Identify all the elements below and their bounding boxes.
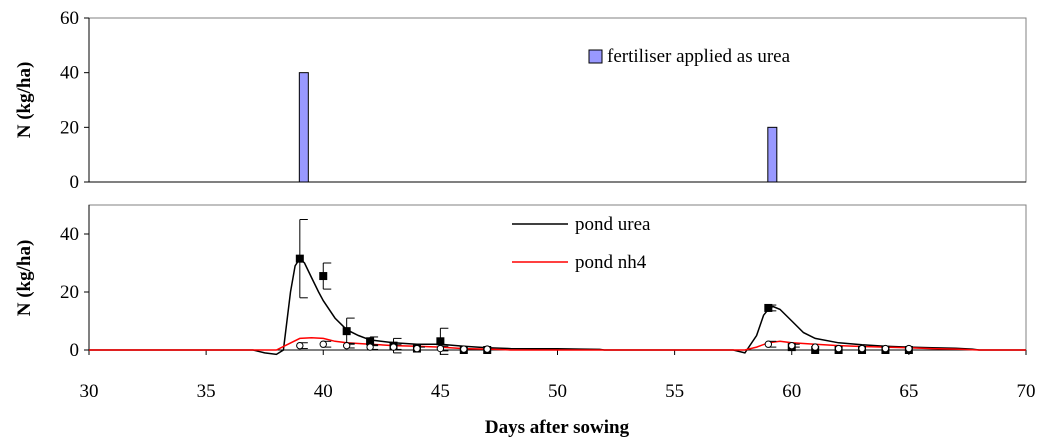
top-y-tick-label: 40 [60, 63, 79, 84]
x-tick-label: 60 [782, 381, 801, 402]
top-legend-label: fertiliser applied as urea [607, 46, 791, 67]
urea-observation-marker [436, 337, 445, 346]
nh4-observation-marker [811, 343, 819, 351]
x-tick-label: 50 [548, 381, 567, 402]
bottom-y-axis-title: N (kg/ha) [14, 240, 35, 317]
top-y-axis-ticks: 0 20 40 60 [60, 8, 1026, 193]
nh4-observation-marker [366, 343, 374, 351]
urea-observation-marker [319, 272, 328, 281]
bottom-y-tick-label: 20 [60, 282, 79, 303]
nh4-observation-marker [834, 344, 843, 353]
x-axis-title: Days after sowing [485, 417, 630, 438]
top-y-axis-title: N (kg/ha) [14, 62, 35, 139]
top-legend: fertiliser applied as urea [588, 46, 791, 67]
nh4-observation-marker [858, 344, 866, 353]
nh4-observation-marker [296, 341, 304, 350]
series-line-pond-nh4 [89, 337, 1026, 351]
fertiliser-bar [767, 126, 778, 183]
x-tick-label: 40 [314, 381, 333, 402]
legend-label-pond-urea: pond urea [575, 214, 651, 235]
nh4-observation-marker [319, 340, 327, 348]
top-plot-area [88, 17, 1027, 183]
bottom-y-tick-label: 40 [60, 224, 79, 245]
bottom-x-axis-ticks: 30 35 40 45 50 55 60 65 70 [80, 349, 1036, 402]
urea-observation-marker [764, 303, 773, 312]
x-tick-label: 45 [431, 381, 450, 402]
legend-label-pond-nh4: pond nh4 [575, 252, 647, 273]
nh4-observation-marker [460, 345, 468, 353]
fertiliser-bar [298, 72, 309, 183]
bottom-chart-panel: 0 20 40 30 35 40 45 50 55 60 65 70 N (kg/ha) Days … [14, 204, 1036, 438]
bottom-legend: pond urea pond nh4 [512, 214, 651, 273]
bottom-observations [295, 219, 913, 355]
nh4-observation-marker [436, 344, 445, 353]
urea-observation-marker [342, 327, 351, 336]
top-y-tick-label: 0 [70, 172, 80, 193]
nh4-observation-marker [764, 340, 773, 348]
nh4-observation-marker [483, 345, 491, 353]
x-tick-label: 65 [899, 381, 918, 402]
x-tick-label: 70 [1017, 381, 1036, 402]
nh4-observation-marker [413, 344, 421, 353]
top-bars [298, 72, 778, 183]
top-chart-panel: 0 20 40 60 N (kg/ha) fertiliser applied as … [14, 8, 1027, 193]
nh4-observation-marker [788, 341, 796, 350]
urea-observation-marker [366, 337, 375, 346]
top-y-tick-label: 60 [60, 8, 79, 29]
top-y-tick-label: 20 [60, 117, 79, 138]
x-tick-label: 55 [665, 381, 684, 402]
x-tick-label: 35 [197, 381, 216, 402]
urea-observation-marker [295, 254, 304, 263]
bottom-y-axis-ticks: 0 20 40 [60, 205, 90, 361]
bottom-plot-area [88, 204, 1027, 351]
nh4-observation-marker [342, 341, 351, 350]
nh4-observation-marker [905, 344, 913, 353]
top-legend-swatch [588, 49, 603, 64]
bottom-y-tick-label: 0 [70, 340, 80, 361]
nh4-observation-marker [389, 343, 398, 351]
x-tick-label: 30 [80, 381, 99, 402]
nh4-observation-marker [881, 344, 890, 353]
